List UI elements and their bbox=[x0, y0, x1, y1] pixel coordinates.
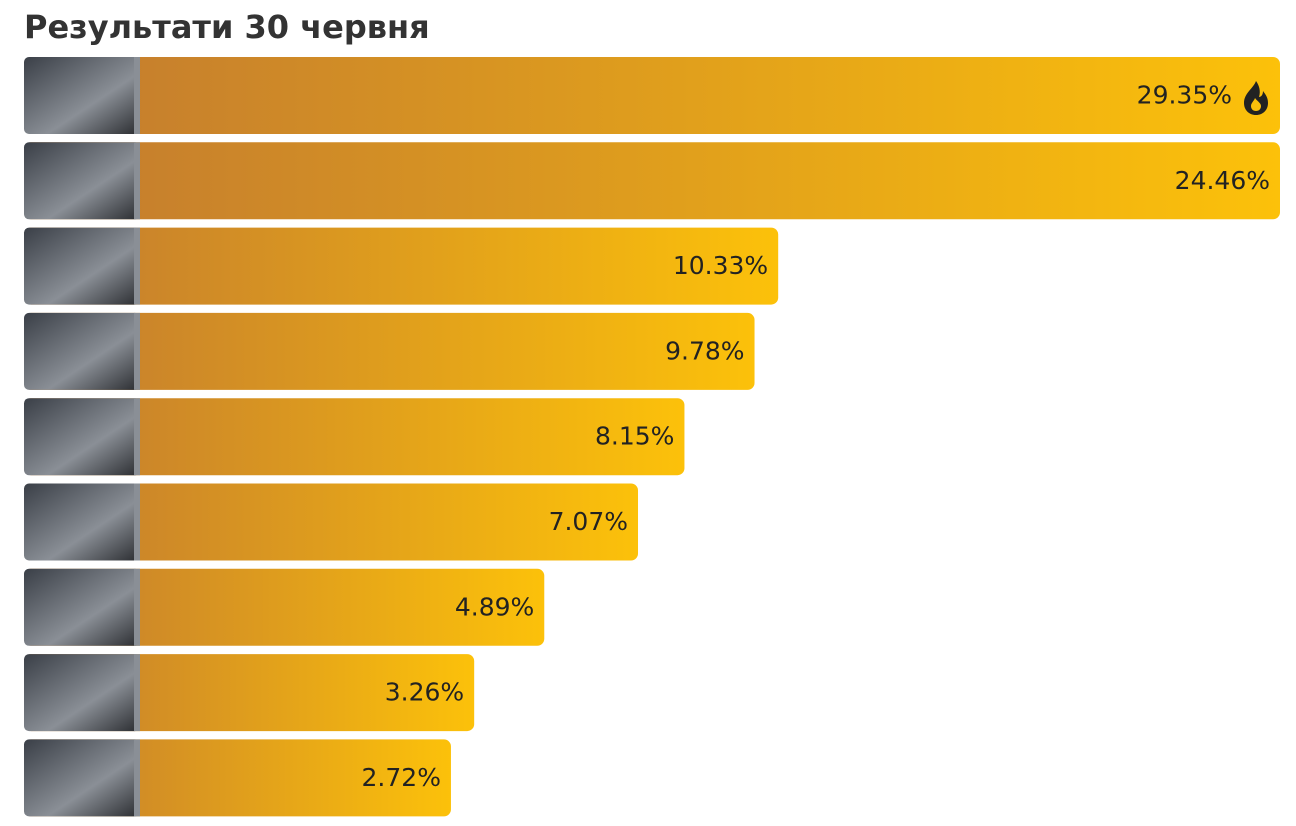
thumbnail bbox=[24, 57, 140, 134]
value-label: 2.72% bbox=[362, 763, 441, 792]
bar bbox=[24, 142, 1280, 220]
thumbnail-edge bbox=[134, 568, 140, 646]
thumbnail-edge bbox=[134, 227, 140, 305]
fire-icon bbox=[1244, 81, 1268, 115]
thumbnail bbox=[24, 483, 140, 561]
thumbnail-edge bbox=[134, 57, 140, 134]
value-label: 29.35% bbox=[1137, 81, 1232, 110]
thumbnail-edge bbox=[134, 654, 140, 732]
thumbnail bbox=[24, 398, 140, 476]
title: Результати 30 червня bbox=[24, 8, 430, 46]
thumbnail bbox=[24, 227, 140, 305]
value-label: 9.78% bbox=[665, 336, 744, 365]
bar bbox=[24, 312, 755, 390]
bar bbox=[24, 57, 1280, 134]
value-label: 4.89% bbox=[455, 592, 534, 621]
thumbnail bbox=[24, 739, 140, 817]
thumbnail-edge bbox=[134, 483, 140, 561]
bar bbox=[24, 568, 545, 646]
value-label: 24.46% bbox=[1175, 166, 1270, 195]
thumbnail bbox=[24, 568, 140, 646]
value-label: 8.15% bbox=[595, 422, 674, 451]
thumbnail-edge bbox=[134, 398, 140, 476]
bar bbox=[24, 227, 779, 305]
thumbnail bbox=[24, 312, 140, 390]
value-label: 3.26% bbox=[385, 678, 464, 707]
thumbnail-edge bbox=[134, 739, 140, 817]
thumbnail bbox=[24, 654, 140, 732]
bar bbox=[24, 398, 685, 476]
bar bbox=[24, 483, 639, 561]
thumbnail-edge bbox=[134, 142, 140, 220]
value-label: 10.33% bbox=[673, 251, 768, 280]
thumbnail bbox=[24, 142, 140, 220]
thumbnail-edge bbox=[134, 312, 140, 390]
value-label: 7.07% bbox=[549, 507, 628, 536]
